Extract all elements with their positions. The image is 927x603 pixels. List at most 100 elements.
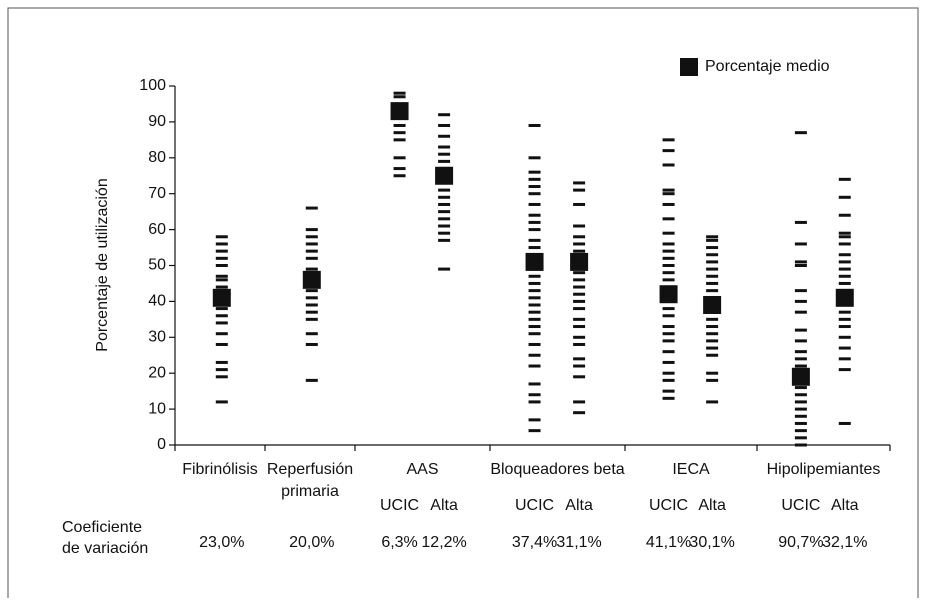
hospital-dash — [393, 156, 406, 160]
hospital-dash — [438, 217, 451, 221]
hospital-dash — [794, 429, 807, 433]
hospital-dash — [838, 253, 851, 257]
hospital-dash — [662, 192, 675, 196]
hospital-dash — [528, 274, 541, 278]
hospital-dash — [528, 429, 541, 433]
hospital-dash — [706, 235, 719, 239]
hospital-dash — [662, 242, 675, 246]
hospital-dash — [573, 292, 586, 296]
hospital-dash — [573, 188, 586, 192]
hospital-dash — [393, 91, 406, 95]
hospital-dash — [528, 177, 541, 181]
hospital-dash — [662, 149, 675, 153]
hospital-dash — [528, 123, 541, 127]
y-tick-label: 100 — [139, 77, 166, 94]
hospital-dash — [794, 386, 807, 390]
hospital-dash — [438, 123, 451, 127]
hospital-dash — [438, 267, 451, 271]
hospital-dash — [438, 231, 451, 235]
hospital-dash — [305, 242, 318, 246]
hospital-dash — [393, 138, 406, 142]
hospital-dash — [393, 174, 406, 178]
cv-value: 37,4% — [512, 534, 557, 551]
hospital-dash — [838, 310, 851, 314]
y-tick-label: 70 — [148, 185, 166, 202]
frame — [7, 7, 919, 603]
hospital-dash — [393, 95, 406, 99]
hospital-dash — [706, 317, 719, 321]
hospital-dash — [706, 289, 719, 293]
hospital-dash — [215, 264, 228, 267]
mean-marker — [212, 288, 231, 307]
sub-label: UCIC — [380, 497, 419, 514]
hospital-dash — [215, 375, 228, 379]
hospital-dash — [305, 310, 318, 314]
hospital-dash — [215, 249, 228, 253]
hospital-dash — [794, 289, 807, 293]
hospital-dash — [528, 317, 541, 321]
hospital-dash — [662, 307, 675, 311]
sub-label: UCIC — [781, 497, 820, 514]
hospital-dash — [662, 339, 675, 343]
hospital-dash — [528, 281, 541, 285]
hospital-dash — [215, 278, 228, 282]
hospital-dash — [706, 339, 719, 343]
hospital-dash — [305, 228, 318, 232]
mean-marker — [791, 367, 810, 386]
hospital-dash — [838, 260, 851, 264]
hospital-dash — [662, 256, 675, 260]
hospital-dash — [215, 256, 228, 260]
hospital-dash — [305, 303, 318, 307]
hospital-dash — [838, 231, 851, 235]
hospital-dash — [662, 249, 675, 253]
sub-label: UCIC — [649, 497, 688, 514]
hospital-dash — [528, 220, 541, 224]
hospital-dash — [794, 242, 807, 246]
hospital-dash — [573, 299, 586, 303]
hospital-dash — [838, 421, 851, 425]
hospital-dash — [305, 317, 318, 321]
hospital-dash — [573, 249, 586, 253]
hospital-dash — [528, 156, 541, 160]
hospital-dash — [706, 325, 719, 329]
hospital-dash — [794, 131, 807, 135]
hospital-dash — [215, 342, 228, 346]
hospital-dash — [305, 332, 318, 336]
hospital-dash — [215, 360, 228, 364]
hospital-dash — [438, 159, 451, 163]
hospital-dash — [838, 357, 851, 361]
group-label: Reperfusión — [267, 461, 353, 478]
mean-marker — [525, 252, 544, 271]
hospital-dash — [528, 303, 541, 307]
hospital-dash — [706, 281, 719, 285]
mean-marker — [302, 270, 321, 289]
hospital-dash — [662, 188, 675, 192]
group-label: primaria — [281, 483, 339, 500]
hospital-dash — [838, 368, 851, 372]
hospital-dash — [215, 314, 228, 318]
hospital-dash — [706, 274, 719, 278]
hospital-dash — [662, 271, 675, 275]
group-label: Bloqueadores beta — [490, 461, 624, 478]
hospital-dash — [794, 299, 807, 303]
hospital-dash — [794, 328, 807, 332]
y-tick-label: 40 — [148, 293, 166, 310]
hospital-dash — [528, 325, 541, 329]
hospital-dash — [794, 436, 807, 440]
hospital-dash — [573, 364, 586, 368]
hospital-dash — [305, 256, 318, 260]
hospital-dash — [305, 267, 318, 271]
hospital-dash — [794, 339, 807, 343]
y-tick-label: 20 — [148, 364, 166, 381]
hospital-dash — [662, 332, 675, 336]
hospital-dash — [838, 325, 851, 329]
hospital-dash — [573, 235, 586, 239]
hospital-dash — [838, 195, 851, 199]
hospital-dash — [215, 274, 228, 278]
hospital-dash — [706, 260, 719, 264]
hospital-dash — [573, 317, 586, 321]
hospital-dash — [706, 378, 719, 382]
mean-marker — [570, 252, 589, 271]
hospital-dash — [528, 382, 541, 386]
hospital-dash — [528, 332, 541, 336]
